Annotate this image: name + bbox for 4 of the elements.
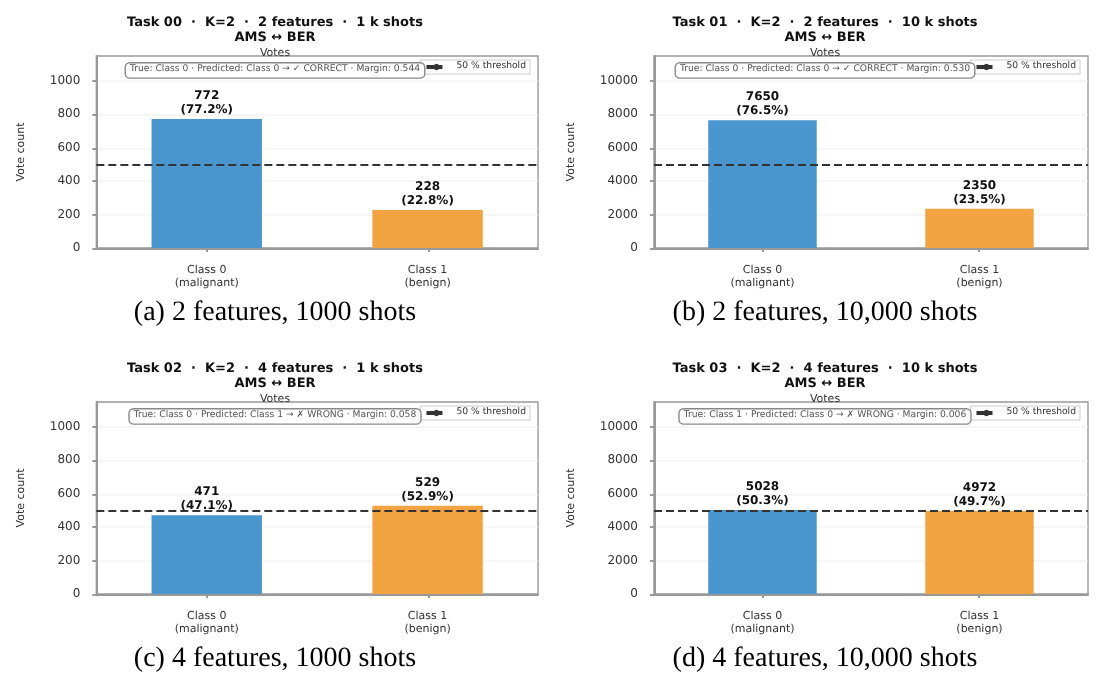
text: (c) 4 features, 1000 shots xyxy=(131,642,419,678)
text: (a) 2 features, 1000 shots xyxy=(131,296,419,332)
text: (b) 2 features, 10,000 shots xyxy=(670,296,980,332)
text: (d) 4 features, 10,000 shots xyxy=(670,642,980,678)
